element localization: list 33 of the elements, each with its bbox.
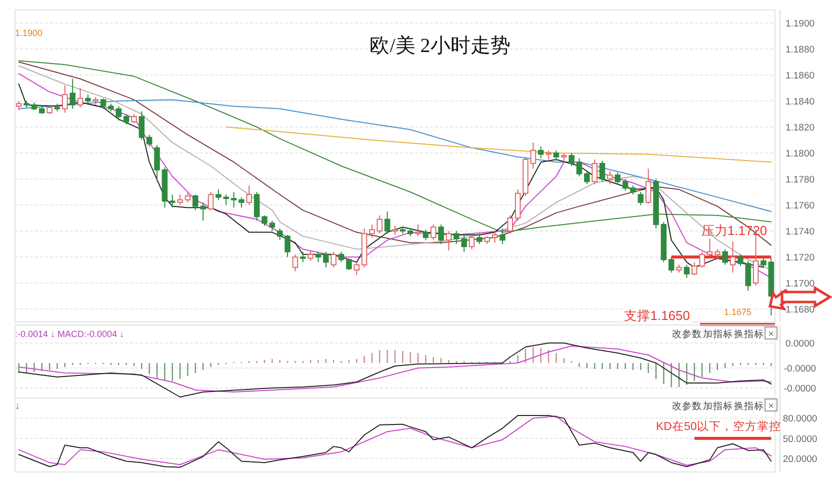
annotation: 加指标 [703,328,733,340]
y-tick-label: 20.0000 [782,454,818,466]
y-tick-label: 1.1780 [785,174,815,186]
text: 欧/美 2小时走势 [370,34,510,57]
y-tick-label: 1.1860 [785,70,815,82]
annotation: × [768,329,774,340]
annotation: KD在50以下，空方掌控 [656,419,781,433]
annotation: 支撑1.1650 [624,308,690,323]
annotation: 换指标 [734,400,764,412]
annotation: 改参数 [672,328,702,340]
y-tick-label: 80.0000 [782,414,818,425]
y-tick-label: 1.1800 [785,148,815,160]
y-tick-label: 1.1700 [785,278,815,290]
y-tick-label: -0.0000 [784,364,816,374]
annotation: 加指标 [703,400,733,412]
y-tick-label: 1.1820 [785,122,815,134]
y-tick-label: 0.0000 [785,338,815,350]
y-tick-label: 1.1760 [785,200,815,212]
y-tick-label: 1.1880 [785,44,815,56]
y-tick-label: 1.1680 [785,304,815,316]
annotation: 1.1900 [15,28,43,38]
annotation: × [768,401,774,412]
annotation: 改参数 [672,400,702,412]
y-tick-label: 1.1840 [785,96,815,108]
y-tick-label: 1.1740 [785,226,815,238]
y-tick-label: 50.0000 [782,434,818,445]
annotation: 换指标 [734,328,764,340]
y-tick-label: 1.1720 [785,252,815,264]
annotation: ↓ [15,401,20,412]
annotation: 1.1675 [724,307,752,317]
annotation: :-0.0014 ↓ MACD:-0.0004 ↓ [15,329,124,339]
y-tick-label: -0.0000 [784,384,816,394]
y-tick-label: 1.1900 [785,18,815,30]
